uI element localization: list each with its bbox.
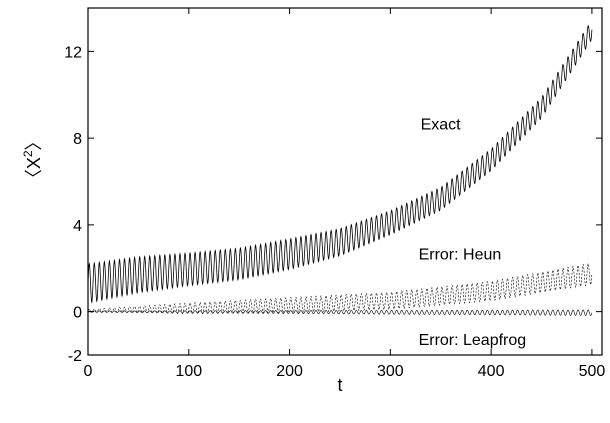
y-tick-label: 12 xyxy=(64,44,82,61)
x-tick-label: 500 xyxy=(579,363,606,380)
y-tick-label: 8 xyxy=(73,131,82,148)
x-tick-label: 400 xyxy=(478,363,505,380)
plot-frame xyxy=(87,7,603,356)
x-tick-label: 0 xyxy=(84,363,93,380)
annotation-heun: Error: Heun xyxy=(419,247,502,264)
annotations: Exact Error: Heun Error: Leapfrog xyxy=(419,116,527,349)
x-tick-label: 200 xyxy=(276,363,303,380)
series-layer xyxy=(87,25,593,316)
y-axis-title-open: 〈 xyxy=(24,169,44,187)
annotation-exact: Exact xyxy=(421,116,462,133)
x-tick-label: 300 xyxy=(377,363,404,380)
y-tick-label: 0 xyxy=(73,305,82,322)
y-axis-title-close: 〉 xyxy=(24,132,44,150)
x-axis-title: t xyxy=(337,375,342,395)
annotation-leapfrog: Error: Leapfrog xyxy=(419,332,527,349)
y-axis-title: 〈X2〉 xyxy=(21,132,44,187)
series-line-leapfrog xyxy=(87,309,593,316)
y-tick-label: -2 xyxy=(68,348,82,365)
x-tick-label: 100 xyxy=(175,363,202,380)
y-axis-title-exponent: 2 xyxy=(21,150,35,157)
y-tick-label: 4 xyxy=(73,218,82,235)
series-line-exact xyxy=(87,25,593,304)
y-axis-title-base: X xyxy=(24,157,44,169)
